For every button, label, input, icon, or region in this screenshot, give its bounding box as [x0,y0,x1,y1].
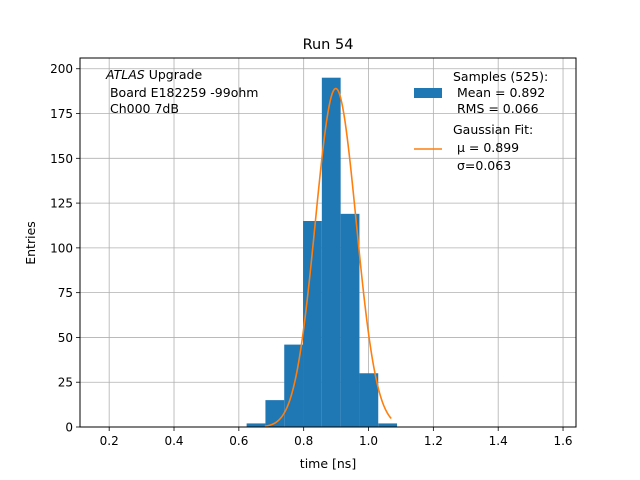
x-axis-label: time [ns] [300,456,356,471]
legend: Samples (525): Mean = 0.892 RMS = 0.066 … [414,69,548,173]
y-tick-label: 0 [65,421,73,435]
legend-samples-line3: RMS = 0.066 [453,101,539,116]
histogram-bar [246,423,266,427]
x-tick-label: 0.6 [229,434,248,448]
gaussian-fit-curve [264,87,392,427]
y-tick-label: 25 [58,376,73,390]
y-axis-ticks: 0 25 50 75 100 125 150 175 200 [50,62,80,435]
legend-fit-line3: σ=0.063 [453,158,511,173]
annotation-upgrade: Upgrade [145,67,203,82]
x-tick-label: 1.6 [553,434,572,448]
annotation-text: ATLAS Upgrade Board E182259 -99ohm Ch000… [105,67,258,116]
x-axis-ticks: 0.2 0.4 0.6 0.8 1.0 1.2 1.4 1.6 [100,427,573,448]
chart-title: Run 54 [303,37,354,53]
y-axis-label: Entries [23,221,38,265]
legend-fit-line1: Gaussian Fit: [453,122,533,137]
x-tick-label: 0.8 [294,434,313,448]
histogram-bar [321,77,341,427]
annotation-atlas: ATLAS [105,67,145,82]
annotation-channel: Ch000 7dB [106,101,179,116]
legend-fit-line2: μ = 0.899 [453,140,519,155]
y-tick-label: 75 [58,286,73,300]
histogram-bar [340,213,360,427]
histogram-bar [359,373,379,427]
legend-samples-swatch [414,88,442,98]
x-tick-label: 0.4 [164,434,183,448]
y-tick-label: 175 [50,107,73,121]
y-tick-label: 50 [58,331,73,345]
histogram-bars [246,77,398,427]
y-tick-label: 125 [50,197,73,211]
legend-samples-line1: Samples (525): [453,69,548,84]
x-tick-label: 1.4 [489,434,508,448]
histogram-bar [378,423,398,427]
annotation-board: Board E182259 -99ohm [106,85,258,100]
x-tick-label: 1.2 [424,434,443,448]
legend-samples-line2: Mean = 0.892 [453,85,545,100]
y-tick-label: 100 [50,241,73,255]
y-tick-label: 150 [50,152,73,166]
plot-frame [79,57,577,428]
histogram-bar [303,221,322,427]
x-tick-label: 1.0 [359,434,378,448]
svg-text:ATLAS Upgrade: ATLAS Upgrade [105,67,202,82]
y-tick-label: 200 [50,62,73,76]
x-tick-label: 0.2 [100,434,119,448]
